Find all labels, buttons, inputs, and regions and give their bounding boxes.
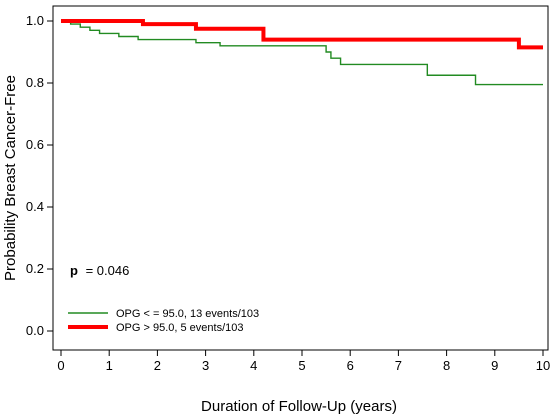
y-tick-label: 0.8 (26, 75, 44, 90)
x-tick-label: 1 (106, 358, 113, 373)
series-line-green (61, 20, 543, 86)
p-label: p (70, 263, 78, 278)
x-tick-label: 4 (250, 358, 257, 373)
series-layer (61, 19, 543, 86)
x-tick-label: 7 (395, 358, 402, 373)
x-tick-label: 5 (298, 358, 305, 373)
y-tick-label: 1.0 (26, 13, 44, 28)
x-tick-label: 6 (347, 358, 354, 373)
y-tick-label: 0.4 (26, 199, 44, 214)
legend-label-red: OPG > 95.0, 5 events/103 (116, 322, 244, 334)
x-tick-label: 3 (202, 358, 209, 373)
legend: OPG < = 95.0, 13 events/103 OPG > 95.0, … (68, 308, 259, 334)
x-tick-label: 8 (443, 358, 450, 373)
y-axis-title: Probability Breast Cancer-Free (2, 75, 19, 281)
x-tick-label: 9 (491, 358, 498, 373)
y-tick-label: 0.0 (26, 323, 44, 338)
x-tick-label: 0 (57, 358, 64, 373)
y-tick-label: 0.6 (26, 137, 44, 152)
series-line-red (61, 19, 543, 50)
x-axis-title: Duration of Follow-Up (years) (201, 398, 397, 415)
x-axis-ticks: 0 1 2 3 4 5 6 7 8 9 10 (57, 350, 550, 373)
p-value: = 0.046 (86, 263, 130, 278)
legend-label-green: OPG < = 95.0, 13 events/103 (116, 308, 259, 320)
y-tick-label: 0.2 (26, 261, 44, 276)
y-axis-ticks: 0.0 0.2 0.4 0.6 0.8 1.0 (26, 13, 53, 338)
x-tick-label: 10 (536, 358, 550, 373)
p-value-annotation: p = 0.046 (70, 263, 129, 278)
x-tick-label: 2 (154, 358, 161, 373)
plot-frame (52, 5, 549, 351)
